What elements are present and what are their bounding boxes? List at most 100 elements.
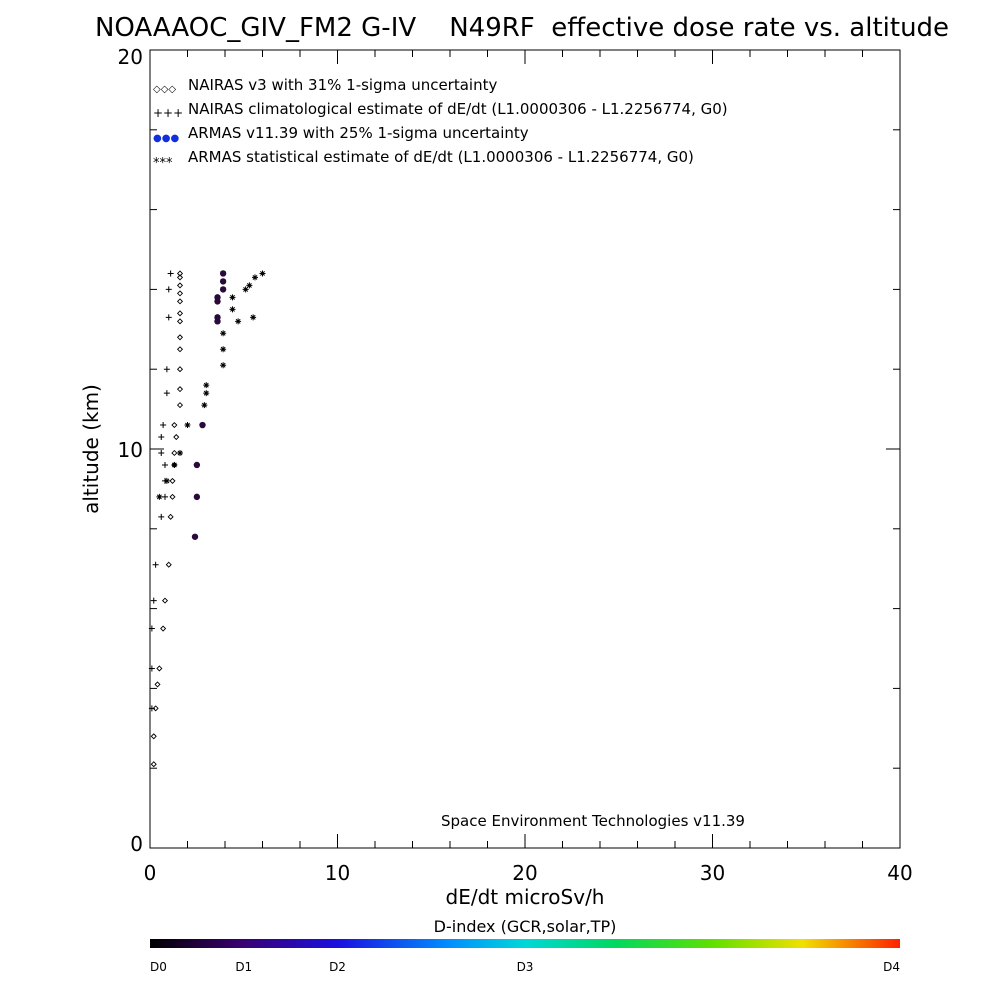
series-0-diamond-point (176, 298, 184, 305)
colorbar-label: D-index (GCR,solar,TP) (434, 917, 617, 936)
x-tick-label-3: 30 (700, 861, 725, 885)
x-tick-label-1: 10 (325, 861, 350, 885)
series-1-plus-point (167, 270, 174, 277)
series-3-asterisk-point (229, 306, 236, 313)
colorbar-tick-label: D4 (883, 960, 900, 974)
series-1-plus-point (163, 390, 170, 397)
series-0-diamond-point (176, 318, 184, 325)
legend-label-nairas-climatological: NAIRAS climatological estimate of dE/dt … (188, 100, 728, 118)
series-2-circle-point (214, 318, 221, 325)
series-3-asterisk-point (229, 294, 236, 301)
data-points (148, 270, 266, 768)
legend-label-nairas-v3: NAIRAS v3 with 31% 1-sigma uncertainty (188, 76, 497, 94)
series-1-plus-point (158, 434, 165, 441)
x-tick-label-4: 40 (887, 861, 912, 885)
series-1-plus-point (162, 461, 168, 468)
series-2-circle-point (219, 270, 227, 277)
series-3-asterisk-point (220, 330, 227, 337)
series-0-diamond-point (152, 705, 159, 712)
series-0-diamond-point (169, 493, 176, 500)
colorbar-tick-label: D3 (517, 960, 534, 974)
x-tick-label-2: 20 (512, 861, 537, 885)
series-0-diamond-point (176, 310, 184, 317)
x-tick-label-0: 0 (144, 861, 157, 885)
series-2-circle-point (219, 278, 227, 285)
series-3-asterisk-point (171, 461, 178, 468)
colorbar-ticks: D0 D1 D2 D3 D4 (150, 960, 900, 974)
series-3-asterisk-point (250, 314, 257, 321)
series-2-circle-point (219, 286, 227, 293)
series-0-diamond-point (176, 290, 184, 297)
series-1-plus-point (158, 449, 165, 456)
colorbar-tick-label: D0 (150, 960, 167, 974)
series-3-asterisk-point (203, 390, 210, 397)
series-0-diamond-point (176, 346, 184, 353)
series-3-asterisk-point (177, 449, 183, 456)
series-0-diamond-point (150, 761, 157, 768)
series-1-plus-point (162, 493, 168, 500)
x-axis-label: dE/dt microSv/h (446, 885, 605, 909)
legend-label-armas-statistical: ARMAS statistical estimate of dE/dt (L1.… (188, 148, 694, 166)
series-1-plus-point (148, 705, 155, 712)
y-tick-label-0: 0 (130, 832, 143, 856)
series-3-asterisk-point (203, 382, 210, 389)
plot-area (149, 49, 901, 849)
series-1-plus-point (158, 513, 165, 520)
series-3-asterisk-point (220, 362, 227, 369)
series-0-diamond-point (154, 681, 161, 688)
series-3-asterisk-point (220, 346, 227, 353)
series-3-asterisk-point (184, 422, 191, 429)
series-1-plus-point (148, 625, 155, 632)
series-0-diamond-point (176, 366, 184, 373)
y-axis-ticks (150, 49, 900, 849)
series-0-diamond-point (176, 274, 184, 281)
series-2-circle-point (199, 421, 206, 429)
colorbar-tick-label: D1 (235, 960, 252, 974)
legend-symbol-nairas-climatological: +++ (153, 106, 183, 120)
legend-symbol-armas-v11: ●●● (153, 133, 179, 144)
series-3-asterisk-point (242, 286, 249, 293)
series-1-plus-point (148, 665, 155, 672)
legend-label-armas-v11: ARMAS v11.39 with 25% 1-sigma uncertaint… (188, 124, 529, 142)
y-axis-label: altitude (km) (79, 384, 103, 514)
series-3-asterisk-point (156, 493, 163, 500)
legend-symbol-nairas-v3: ◇◇◇ (153, 84, 176, 95)
series-0-diamond-point (176, 386, 184, 393)
colorbar (150, 939, 900, 948)
series-1-plus-point (150, 597, 157, 604)
x-axis-ticks (149, 50, 901, 848)
series-0-diamond-point (176, 282, 184, 289)
colorbar-tick-label: D2 (329, 960, 346, 974)
series-1-plus-point (163, 366, 170, 373)
series-2-circle-point (193, 493, 201, 501)
series-1-plus-point (152, 561, 159, 568)
y-tick-label-2: 20 (118, 45, 143, 69)
series-0-diamond-point (150, 733, 157, 740)
series-0-diamond-point (167, 513, 174, 520)
series-3-asterisk-point (259, 270, 266, 277)
series-0-diamond-point (173, 433, 180, 441)
series-0-diamond-point (165, 561, 172, 568)
credit-text: Space Environment Technologies v11.39 (441, 812, 745, 830)
series-0-diamond-point (156, 665, 163, 672)
series-1-plus-point (165, 286, 172, 293)
chart-title: NOAAAOC_GIV_FM2 G-IV N49RF effective dos… (95, 13, 949, 43)
legend-symbol-armas-statistical: *** (153, 156, 173, 171)
series-0-diamond-point (176, 334, 184, 341)
series-0-diamond-point (176, 270, 184, 277)
series-2-circle-point (191, 533, 199, 540)
series-0-diamond-point (160, 625, 167, 632)
series-2-circle-point (214, 298, 221, 305)
legend: ◇◇◇ NAIRAS v3 with 31% 1-sigma uncertain… (153, 76, 728, 171)
series-3-asterisk-point (246, 282, 253, 289)
series-3-asterisk-point (201, 402, 208, 409)
y-tick-label-1: 10 (118, 438, 143, 462)
series-1-plus-point (160, 422, 167, 429)
series-3-asterisk-point (163, 477, 170, 484)
series-0-diamond-point (176, 402, 184, 409)
series-2-circle-point (193, 461, 201, 469)
series-1-plus-point (165, 314, 172, 321)
series-0-diamond-point (169, 477, 176, 484)
series-0-diamond-point (171, 422, 178, 429)
